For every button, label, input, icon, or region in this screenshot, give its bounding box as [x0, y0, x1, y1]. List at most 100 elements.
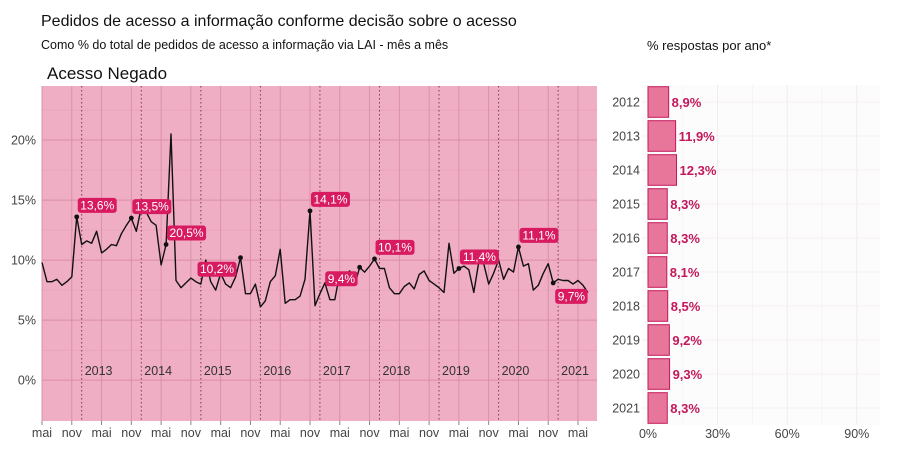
x-tick-label: nov: [419, 426, 440, 440]
highlight-label: 20,5%: [170, 226, 204, 240]
x-tick-label: mai: [508, 426, 528, 440]
bar-value-label: 8,3%: [670, 401, 700, 416]
x-tick-label: nov: [359, 426, 380, 440]
line-panel-title: Acesso Negado: [47, 64, 168, 83]
highlight-point: [74, 214, 80, 220]
x-tick-label: nov: [121, 426, 142, 440]
bar-value-label: 12,3%: [680, 163, 717, 178]
highlight-label: 11,4%: [463, 250, 496, 264]
bar: [647, 86, 670, 118]
bar-category-label: 2019: [612, 334, 640, 348]
highlight-label: 13,6%: [80, 198, 114, 212]
x-tick-label: mai: [270, 426, 290, 440]
highlight-label-box: [375, 239, 415, 255]
highlight-label: 9,4%: [328, 272, 356, 286]
bar: [647, 120, 677, 152]
y-tick-label: 15%: [11, 194, 36, 208]
bar: [647, 188, 668, 220]
bar: [647, 256, 668, 288]
y-tick-label: 0%: [18, 374, 36, 388]
bar-panel-background: [642, 85, 880, 425]
highlight-point: [372, 256, 377, 262]
bar-category-label: 2013: [612, 130, 640, 144]
x-tick-label: nov: [181, 426, 202, 440]
bar-category-label: 2015: [612, 198, 640, 212]
bar-category-label: 2021: [612, 402, 640, 416]
x-tick-label: nov: [62, 426, 83, 440]
bar-category-label: 2016: [612, 232, 640, 246]
bar-panel: 0% 30% 60% 90% 2012 8,9% 2013 11,9% 2014 12,3% 201…: [612, 85, 880, 441]
y-tick-label: 20%: [11, 134, 36, 148]
line-panel: 0%5%10%15%20%mai nov mai nov mai nov mai nov mai…: [11, 86, 597, 440]
bar-x-tick-label: 0%: [639, 427, 657, 441]
bar-category-label: 2017: [612, 266, 640, 280]
bar-value-label: 9,3%: [673, 367, 703, 382]
year-label: 2013: [85, 364, 113, 378]
bar: [647, 154, 678, 186]
y-tick-label: 5%: [18, 314, 36, 328]
highlight-label-box: [197, 261, 237, 277]
highlight-point: [550, 280, 556, 286]
year-label: 2014: [144, 364, 172, 378]
x-tick-label: mai: [32, 426, 52, 440]
line-panel-background: [42, 86, 597, 421]
x-tick-label: mai: [91, 426, 111, 440]
bar-category-label: 2018: [612, 300, 640, 314]
x-tick-label: mai: [389, 426, 409, 440]
year-label: 2016: [263, 364, 291, 378]
bar-category-label: 2014: [612, 164, 640, 178]
chart-subtitle: Como % do total de pedidos de acesso a i…: [41, 38, 449, 52]
x-tick-label: nov: [240, 426, 261, 440]
x-tick-label: mai: [449, 426, 469, 440]
bar-value-label: 8,9%: [672, 95, 702, 110]
x-tick-label: mai: [151, 426, 171, 440]
year-label: 2018: [382, 364, 410, 378]
year-label: 2017: [323, 364, 351, 378]
highlight-label-box: [555, 288, 588, 304]
bar: [647, 222, 668, 254]
bar-category-label: 2020: [612, 368, 640, 382]
highlight-point: [163, 242, 169, 247]
highlight-label-box: [325, 271, 358, 287]
bar-value-label: 11,9%: [679, 129, 716, 144]
highlight-label-box: [311, 191, 350, 207]
x-tick-label: mai: [568, 426, 588, 440]
year-label: 2020: [502, 364, 530, 378]
bar-x-tick-label: 60%: [775, 427, 800, 441]
highlight-label-box: [77, 197, 117, 213]
highlight-label: 10,1%: [378, 240, 412, 254]
bar: [647, 358, 671, 390]
highlight-label: 13,5%: [135, 200, 169, 214]
bar-value-label: 8,1%: [670, 265, 700, 280]
bar-value-label: 8,5%: [671, 299, 701, 314]
highlight-label: 10,2%: [200, 262, 234, 276]
y-tick-label: 10%: [11, 254, 36, 268]
x-tick-label: mai: [211, 426, 231, 440]
year-label: 2015: [204, 364, 232, 378]
bar-x-tick-label: 90%: [844, 427, 869, 441]
highlight-point: [238, 255, 243, 261]
highlight-point: [516, 244, 521, 250]
highlight-label: 9,7%: [558, 289, 586, 303]
data-line: [41, 133, 589, 308]
year-label: 2019: [442, 364, 470, 378]
highlight-label: 11,1%: [522, 228, 555, 242]
highlight-point: [307, 208, 313, 214]
bar: [647, 290, 669, 322]
chart-title: Pedidos de acesso a informação conforme …: [41, 13, 517, 30]
x-tick-label: nov: [300, 426, 321, 440]
x-tick-label: nov: [479, 426, 500, 440]
bar-value-label: 8,3%: [670, 197, 700, 212]
highlight-point: [357, 264, 363, 270]
highlight-label-box: [132, 199, 172, 215]
bar-panel-title: % respostas por ano*: [647, 38, 772, 53]
year-label: 2021: [561, 364, 589, 378]
bar: [647, 392, 668, 424]
x-tick-label: mai: [330, 426, 350, 440]
bar-value-label: 9,2%: [672, 333, 702, 348]
bar: [647, 324, 670, 356]
bar-category-label: 2012: [612, 96, 640, 110]
highlight-point: [128, 215, 134, 221]
x-tick-label: nov: [538, 426, 559, 440]
